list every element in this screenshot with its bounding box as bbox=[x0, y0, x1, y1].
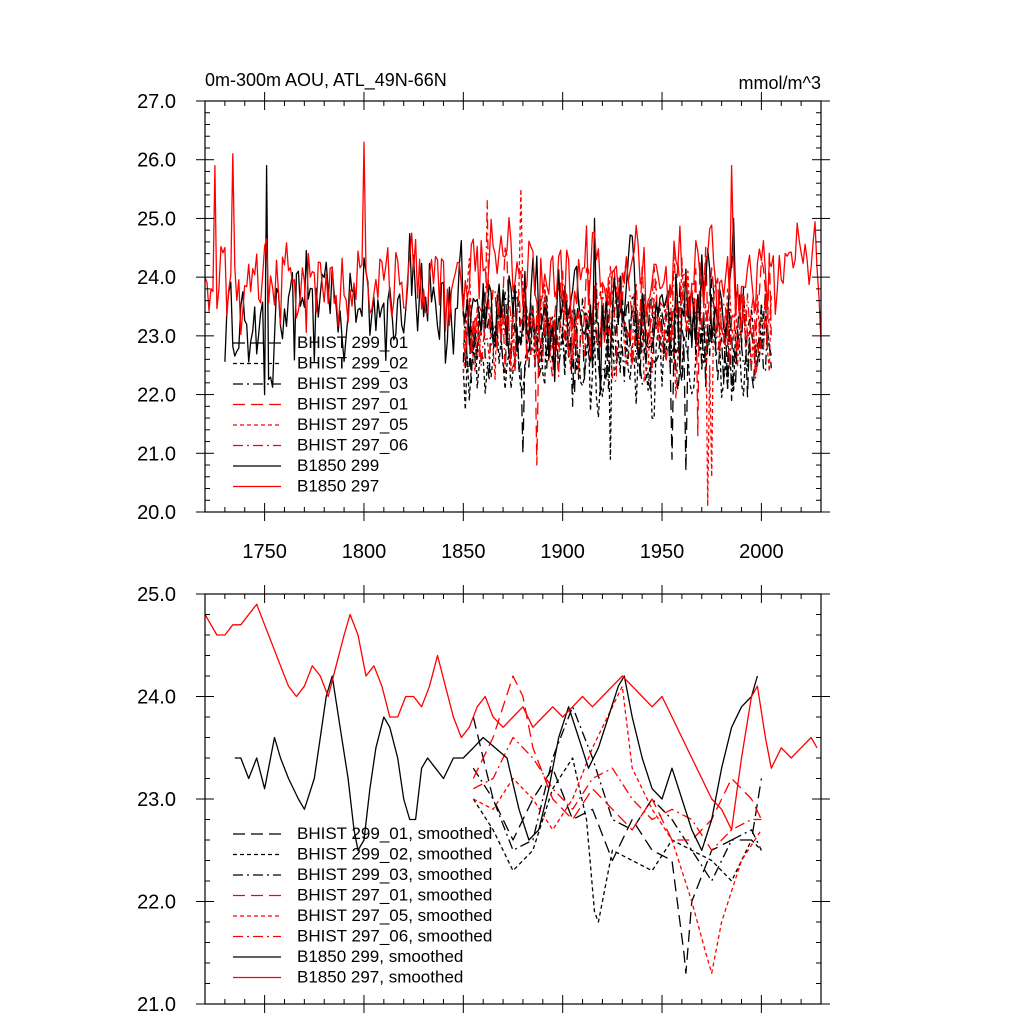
bottom-legend: BHIST 299_01, smoothed BHIST 299_02, smoo… bbox=[233, 824, 492, 987]
legend-label: BHIST 299_03, smoothed bbox=[297, 865, 492, 884]
x-tick-label: 1950 bbox=[640, 541, 685, 563]
series-line-bottom-5 bbox=[473, 736, 762, 851]
top-plot-lines bbox=[205, 141, 821, 507]
y-tick-label: 24.0 bbox=[137, 267, 176, 289]
legend-label: BHIST 297_01, smoothed bbox=[297, 886, 492, 905]
legend-label: BHIST 297_05 bbox=[297, 415, 408, 434]
legend-label: B1850 297 bbox=[297, 477, 379, 496]
x-tick-label: 1750 bbox=[242, 541, 287, 563]
bottom-axis-ticks: 21.0 22.0 23.0 24.0 25.0 bbox=[137, 584, 830, 1016]
series-line-bottom-4 bbox=[473, 685, 762, 974]
series-line-bottom-2 bbox=[472, 706, 762, 882]
bottom-panel: 21.0 22.0 23.0 24.0 25.0 BHIST 299_01, smoot… bbox=[137, 584, 830, 1016]
y-tick-label: 21.0 bbox=[137, 994, 176, 1016]
y-tick-label: 21.0 bbox=[137, 443, 176, 465]
y-tick-label: 23.0 bbox=[137, 326, 176, 348]
series-line-top-5 bbox=[462, 200, 772, 383]
top-units-label: mmol/m^3 bbox=[739, 73, 821, 93]
x-tick-label: 1850 bbox=[441, 541, 486, 563]
series-line-top-7 bbox=[205, 141, 821, 342]
y-tick-label: 27.0 bbox=[137, 91, 176, 113]
legend-label: BHIST 297_05, smoothed bbox=[297, 906, 492, 925]
legend-label: BHIST 297_01 bbox=[297, 395, 408, 414]
series-line-top-6 bbox=[224, 164, 739, 396]
series-line-top-4 bbox=[462, 188, 772, 507]
y-tick-label: 25.0 bbox=[137, 208, 176, 230]
legend-label: BHIST 299_02 bbox=[297, 354, 408, 373]
y-tick-label: 24.0 bbox=[137, 687, 176, 709]
legend-label: B1850 299, smoothed bbox=[297, 947, 463, 966]
legend-label: BHIST 299_02, smoothed bbox=[297, 845, 492, 864]
legend-label: BHIST 299_01, smoothed bbox=[297, 824, 492, 843]
top-axis-ticks: 1750 1800 1850 1900 1950 2000 20.0 21.0 22.0 23.0… bbox=[137, 91, 830, 563]
series-line-bottom-1 bbox=[472, 757, 762, 923]
legend-label: BHIST 299_01 bbox=[297, 333, 408, 352]
legend-label: BHIST 297_06 bbox=[297, 436, 408, 455]
legend-label: BHIST 297_06, smoothed bbox=[297, 927, 492, 946]
series-line-bottom-7 bbox=[205, 603, 818, 831]
bottom-plot-lines bbox=[205, 603, 818, 974]
y-tick-label: 22.0 bbox=[137, 385, 176, 407]
y-tick-label: 20.0 bbox=[137, 502, 176, 524]
top-plot-frame bbox=[204, 100, 822, 513]
legend-label: B1850 299 bbox=[297, 456, 379, 475]
y-tick-label: 26.0 bbox=[137, 150, 176, 172]
x-tick-label: 2000 bbox=[739, 541, 784, 563]
series-line-bottom-6 bbox=[234, 675, 759, 851]
x-tick-label: 1900 bbox=[540, 541, 585, 563]
legend-label: BHIST 299_03 bbox=[297, 374, 408, 393]
top-panel: 1750 1800 1850 1900 1950 2000 20.0 21.0 22.0 23.0… bbox=[137, 70, 830, 563]
top-chart-title: 0m-300m AOU, ATL_49N-66N bbox=[205, 70, 447, 91]
y-tick-label: 23.0 bbox=[137, 789, 176, 811]
series-line-bottom-0 bbox=[472, 716, 763, 974]
legend-label: B1850 297, smoothed bbox=[297, 968, 463, 987]
y-tick-label: 22.0 bbox=[137, 892, 176, 914]
series-line-top-3 bbox=[462, 240, 772, 466]
x-tick-label: 1800 bbox=[342, 541, 387, 563]
y-tick-label: 25.0 bbox=[137, 584, 176, 606]
